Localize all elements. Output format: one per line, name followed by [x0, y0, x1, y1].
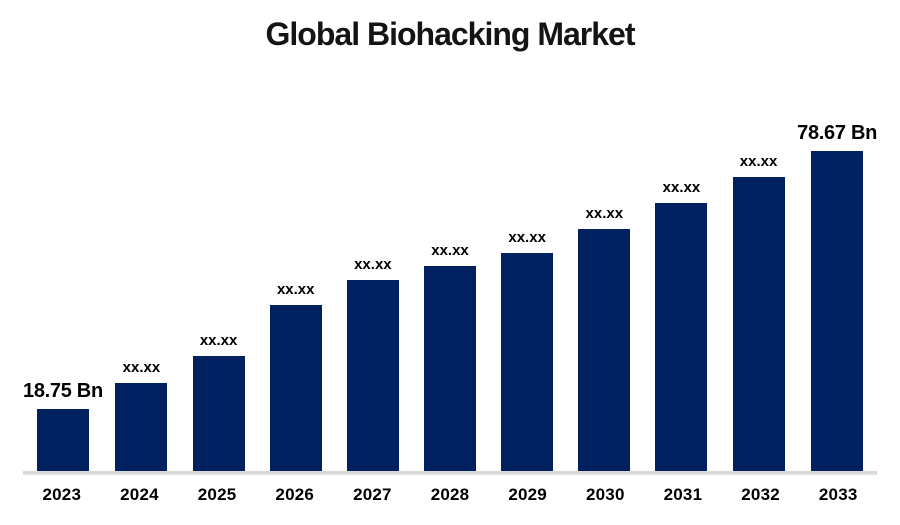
x-axis-tick-label: 2027	[353, 485, 392, 504]
bar-value-label: xx.xx	[199, 331, 238, 349]
bar-column: xx.xx	[103, 88, 180, 471]
x-axis-tick-label: 2028	[430, 485, 470, 504]
chart-title: Global Biohacking Market	[265, 16, 636, 52]
bar	[424, 266, 476, 471]
bar-value-label: xx.xx	[354, 255, 392, 273]
bar-column: 78.67 Bn	[797, 88, 877, 471]
x-axis-tick-label: 2032	[741, 485, 780, 504]
bar	[115, 383, 168, 471]
bar-value-label: 18.75 Bn	[23, 380, 103, 402]
x-axis-tick-label: 2029	[508, 485, 547, 504]
x-axis-tick-label: 2023	[42, 485, 82, 504]
x-axis-labels: 2023 2024 2025 2026 2027 2028 2029 2030 2031 2032…	[23, 485, 877, 505]
x-axis-tick-label: 2025	[197, 485, 237, 504]
bar-plot-area: 18.75 Bn xx.xx xx.xx xx.xx xx.xx xx.xx xx.xx xx…	[23, 88, 877, 471]
bar	[269, 305, 322, 471]
bar-column: xx.xx	[180, 88, 257, 471]
bar-column: xx.xx	[334, 88, 411, 471]
bar-value-label: xx.xx	[662, 178, 701, 196]
bar-column: xx.xx	[720, 88, 797, 471]
bar	[501, 253, 554, 471]
bar	[192, 356, 245, 471]
bar	[811, 151, 864, 471]
bar-column: xx.xx	[411, 88, 488, 471]
x-axis-tick-label: 2026	[275, 485, 315, 504]
bar-value-label: xx.xx	[276, 280, 315, 298]
bar	[346, 280, 399, 471]
x-axis-tick-label: 2024	[120, 485, 159, 504]
x-axis-tick-label: 2031	[663, 485, 703, 504]
x-axis-line	[23, 471, 877, 474]
bar	[36, 409, 89, 471]
bar-value-label: xx.xx	[739, 152, 778, 170]
bar-column: xx.xx	[489, 88, 566, 471]
bar-value-label: xx.xx	[431, 241, 469, 259]
bar-value-label: xx.xx	[508, 228, 546, 246]
bar	[578, 229, 631, 471]
bar-value-label: 78.67 Bn	[797, 122, 878, 144]
bar-column: xx.xx	[257, 88, 334, 471]
bar-column: xx.xx	[643, 88, 720, 471]
bar-column: 18.75 Bn	[23, 88, 103, 471]
bar-value-label: xx.xx	[585, 204, 624, 222]
bar-value-label: xx.xx	[122, 358, 161, 376]
x-axis-tick-label: 2033	[818, 485, 858, 504]
bar	[655, 203, 708, 471]
x-axis-tick-label: 2030	[585, 485, 625, 504]
bar	[732, 177, 785, 471]
bar-column: xx.xx	[566, 88, 643, 471]
